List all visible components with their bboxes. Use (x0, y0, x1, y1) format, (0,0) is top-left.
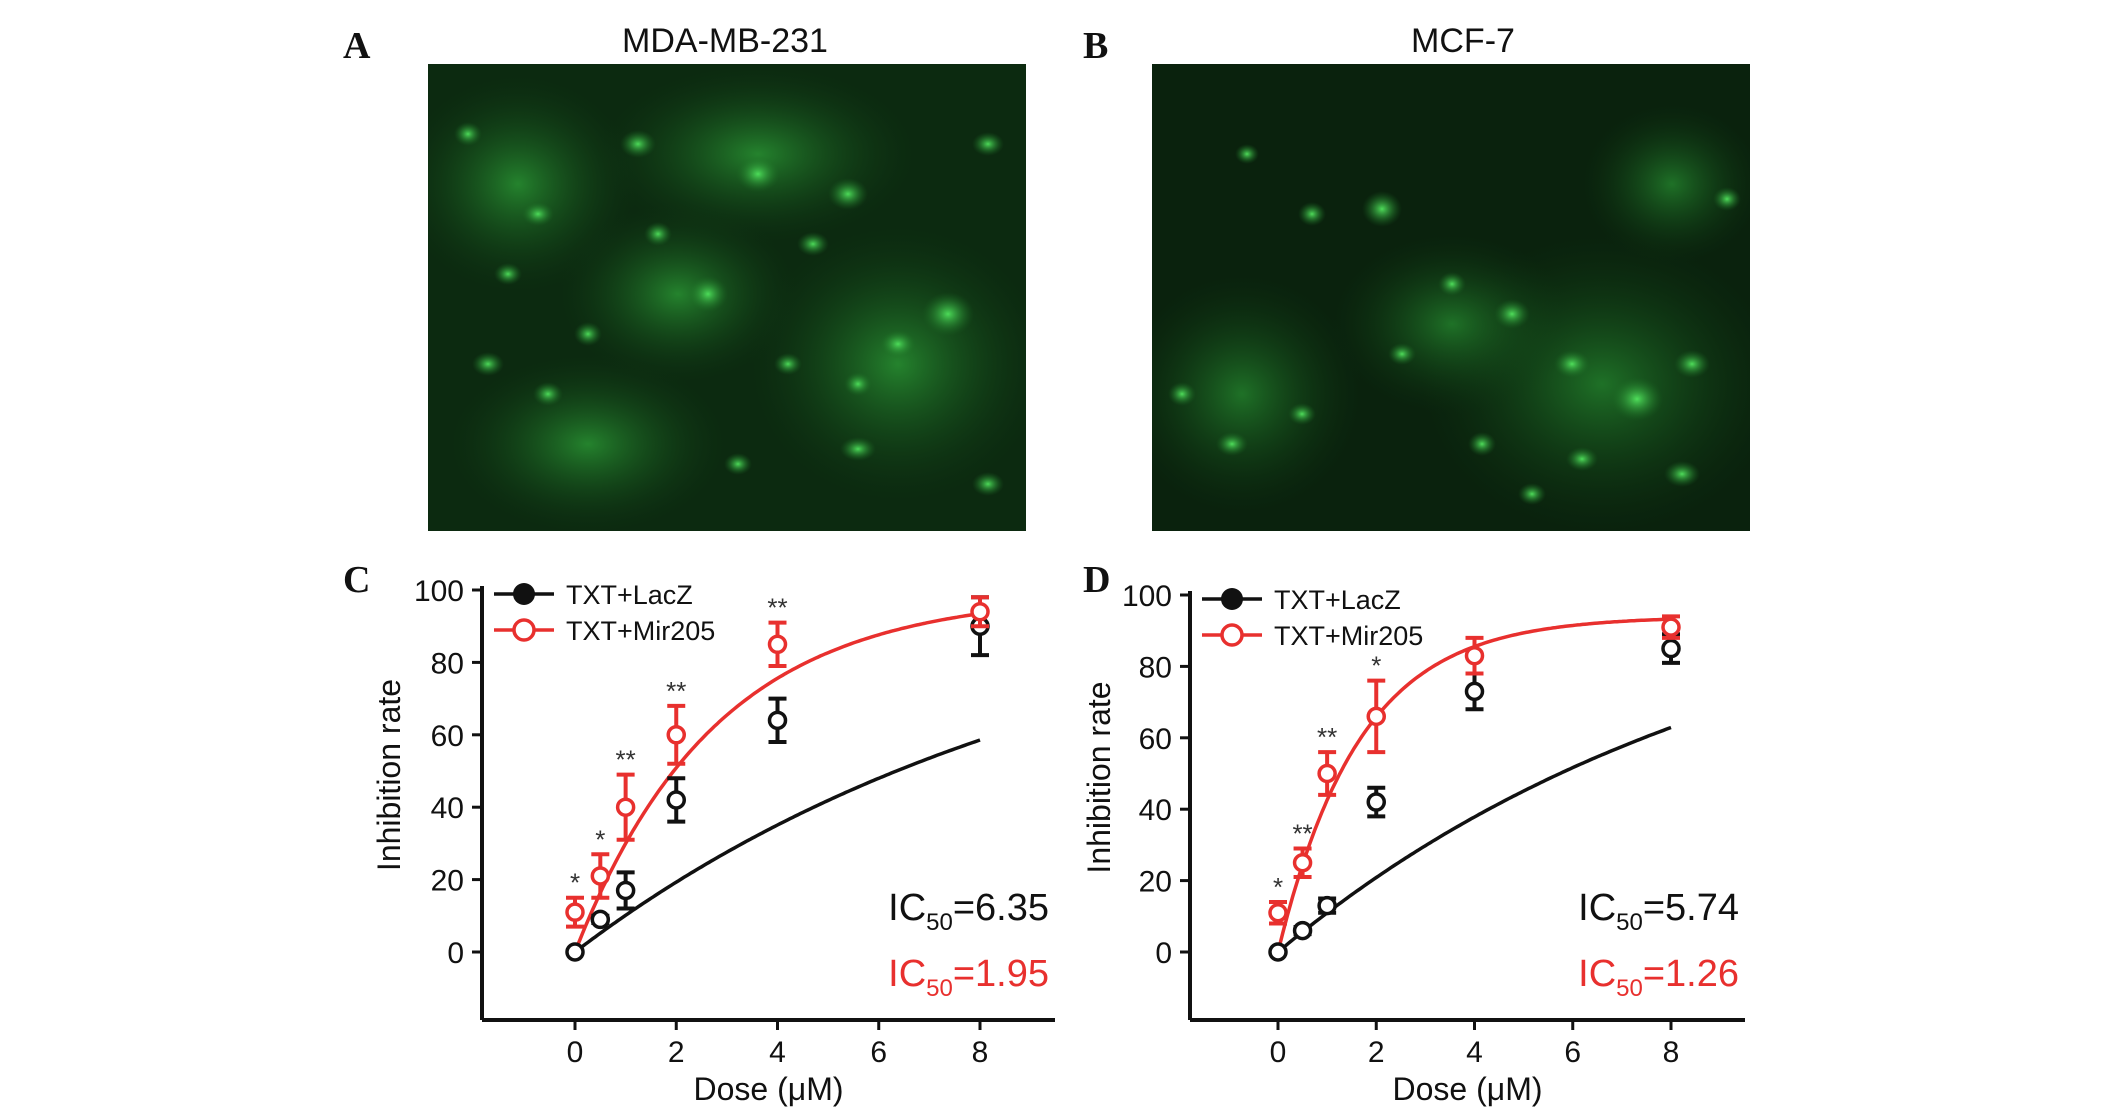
ic50-annotation: IC50=5.74 (1578, 887, 1739, 936)
panel-letter-b: B (1083, 25, 1109, 67)
data-point-lacz (1317, 895, 1337, 916)
y-axis-label: Inhibition rate (371, 679, 407, 871)
x-tick-label: 8 (1663, 1036, 1680, 1069)
legend-marker-mir205 (1220, 623, 1244, 647)
y-tick-label: 0 (447, 937, 464, 970)
legend-marker-lacz (1221, 588, 1243, 610)
fluorescence-micrograph-mda-mb-231 (428, 64, 1026, 531)
ic50-annotation: IC50=1.26 (1578, 953, 1739, 1002)
data-point-lacz (1268, 942, 1288, 962)
ic50-annotation: IC50=1.95 (888, 953, 1049, 1002)
data-point-mir205 (1317, 763, 1337, 784)
data-point-lacz (767, 710, 788, 731)
significance-marker: * (570, 868, 580, 898)
data-point-mir205 (1268, 902, 1288, 923)
significance-marker: * (1371, 651, 1381, 681)
x-tick-label: 0 (1270, 1036, 1287, 1069)
x-axis-label: Dose (μM) (694, 1071, 844, 1107)
significance-marker: * (1273, 872, 1283, 902)
fit-curve-lacz (573, 738, 981, 954)
legend-label-lacz: TXT+LacZ (566, 580, 693, 610)
significance-marker: ** (1292, 818, 1312, 848)
y-tick-label: 60 (431, 720, 464, 753)
chart-panel-c: 0 20 40 60 80 100 0 2 4 6 8 Dose (μM) Inhibition rat… (371, 575, 1055, 1107)
legend-marker-mir205 (512, 618, 536, 642)
data-point-lacz (1464, 681, 1485, 702)
x-tick-label: 2 (668, 1036, 685, 1069)
micrograph-title-a: MDA-MB-231 (622, 22, 828, 60)
data-point-lacz (615, 880, 636, 901)
x-tick-label: 8 (972, 1036, 989, 1069)
y-tick-label: 100 (414, 575, 464, 608)
x-tick-label: 6 (870, 1036, 887, 1069)
legend-label-mir205: TXT+Mir205 (566, 616, 715, 646)
data-point-lacz (590, 909, 611, 930)
panel-letter-d: D (1083, 559, 1111, 601)
panel-letter-a: A (343, 25, 371, 67)
chart-panel-d: 0 20 40 60 80 100 0 2 4 6 8 Dose (μM) Inhibition rat… (1081, 580, 1745, 1107)
y-tick-label: 100 (1122, 580, 1172, 613)
data-point-mir205 (1661, 617, 1681, 637)
y-tick-label: 80 (431, 647, 464, 680)
data-point-lacz (1661, 638, 1681, 659)
x-tick-label: 2 (1368, 1036, 1385, 1069)
x-axis-label: Dose (μM) (1393, 1071, 1543, 1107)
significance-marker: ** (666, 676, 686, 706)
significance-marker: ** (616, 745, 636, 775)
data-point-mir205 (970, 601, 990, 622)
data-point-mir205 (565, 902, 585, 922)
data-point-mir205 (615, 797, 636, 817)
fluorescence-micrograph-mcf-7 (1152, 64, 1750, 531)
data-point-mir205 (767, 634, 788, 655)
significance-marker: ** (1317, 722, 1337, 752)
data-point-lacz (666, 790, 686, 810)
data-point-mir205 (666, 725, 686, 745)
y-tick-label: 40 (431, 792, 464, 825)
y-tick-label: 20 (431, 865, 464, 898)
y-tick-label: 0 (1155, 937, 1172, 970)
y-tick-label: 20 (1139, 866, 1172, 899)
data-point-mir205 (1464, 645, 1485, 666)
significance-marker: ** (767, 593, 787, 623)
legend-label-mir205: TXT+Mir205 (1274, 621, 1423, 651)
y-axis-label: Inhibition rate (1081, 681, 1117, 873)
micrograph-title-b: MCF-7 (1411, 22, 1515, 60)
y-tick-label: 80 (1139, 651, 1172, 684)
y-tick-label: 60 (1139, 723, 1172, 756)
fit-curve-lacz (1276, 725, 1672, 954)
fit-curve-mir205 (573, 611, 981, 953)
data-point-lacz (1292, 920, 1313, 941)
x-tick-label: 0 (567, 1036, 584, 1069)
x-tick-label: 6 (1564, 1036, 1581, 1069)
ic50-annotation: IC50=6.35 (888, 887, 1049, 936)
legend-marker-lacz (513, 583, 535, 605)
panel-letter-c: C (343, 559, 371, 601)
data-point-mir205 (1366, 706, 1386, 727)
data-point-lacz (565, 942, 585, 962)
x-tick-label: 4 (769, 1036, 786, 1069)
data-point-mir205 (590, 866, 611, 886)
significance-marker: * (595, 824, 605, 854)
data-point-mir205 (1292, 853, 1313, 873)
x-tick-label: 4 (1466, 1036, 1483, 1069)
data-point-lacz (1366, 792, 1386, 812)
y-tick-label: 40 (1139, 794, 1172, 827)
legend-label-lacz: TXT+LacZ (1274, 585, 1401, 615)
